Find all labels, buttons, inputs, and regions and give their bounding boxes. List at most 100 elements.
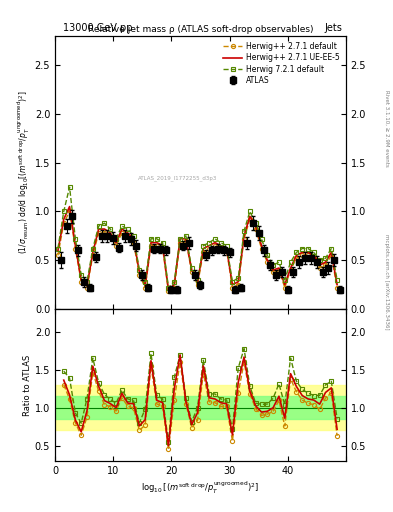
Herwig++ 2.7.1 default xyxy=(201,249,206,255)
Herwig 7.2.1 default xyxy=(201,243,206,249)
Line: Herwig++ 2.7.1 default: Herwig++ 2.7.1 default xyxy=(56,209,339,293)
Herwig++ 2.7.1 default xyxy=(317,265,322,271)
Herwig++ 2.7.1 UE-EE-5 xyxy=(329,249,334,255)
Herwig++ 2.7.1 UE-EE-5 xyxy=(131,236,136,242)
Herwig++ 2.7.1 UE-EE-5 xyxy=(213,240,217,246)
Herwig++ 2.7.1 UE-EE-5 xyxy=(189,267,194,273)
Herwig++ 2.7.1 default xyxy=(184,238,188,244)
Herwig 7.2.1 default xyxy=(90,245,95,251)
Herwig++ 2.7.1 UE-EE-5 xyxy=(108,230,113,236)
Herwig++ 2.7.1 UE-EE-5 xyxy=(61,216,66,222)
Herwig++ 2.7.1 default xyxy=(253,226,258,232)
Text: mcplots.cern.ch [arXiv:1306.3436]: mcplots.cern.ch [arXiv:1306.3436] xyxy=(384,234,389,329)
Herwig++ 2.7.1 UE-EE-5 xyxy=(265,257,270,263)
Herwig++ 2.7.1 default xyxy=(67,208,72,215)
Herwig++ 2.7.1 UE-EE-5 xyxy=(102,226,107,232)
Herwig++ 2.7.1 default xyxy=(114,243,118,249)
Herwig 7.2.1 default xyxy=(288,259,293,265)
Herwig 7.2.1 default xyxy=(277,259,281,265)
Herwig++ 2.7.1 default xyxy=(166,288,171,294)
Herwig++ 2.7.1 UE-EE-5 xyxy=(317,262,322,268)
Herwig++ 2.7.1 default xyxy=(265,259,270,265)
Herwig++ 2.7.1 UE-EE-5 xyxy=(172,282,176,288)
Y-axis label: $(1/\sigma_\mathrm{resum})$ d$\sigma$/d log$_{10}$[$(m^\mathrm{soft\ drop}/p_T^\: $(1/\sigma_\mathrm{resum})$ d$\sigma$/d … xyxy=(16,91,32,254)
Herwig++ 2.7.1 UE-EE-5 xyxy=(114,240,118,246)
Line: Herwig 7.2.1 default: Herwig 7.2.1 default xyxy=(56,185,339,290)
Herwig 7.2.1 default xyxy=(154,236,159,242)
Herwig++ 2.7.1 UE-EE-5 xyxy=(294,252,299,259)
Herwig++ 2.7.1 default xyxy=(96,230,101,236)
Herwig++ 2.7.1 UE-EE-5 xyxy=(259,243,264,249)
Herwig++ 2.7.1 default xyxy=(178,240,182,246)
Herwig 7.2.1 default xyxy=(283,276,287,283)
Herwig++ 2.7.1 default xyxy=(143,285,147,291)
Herwig++ 2.7.1 UE-EE-5 xyxy=(137,269,142,275)
Herwig++ 2.7.1 default xyxy=(271,269,275,275)
Herwig++ 2.7.1 default xyxy=(259,245,264,251)
Herwig 7.2.1 default xyxy=(236,275,241,281)
Herwig 7.2.1 default xyxy=(335,276,340,283)
Herwig 7.2.1 default xyxy=(271,262,275,268)
Herwig++ 2.7.1 default xyxy=(79,279,84,285)
Title: Relative jet mass ρ (ATLAS soft-drop observables): Relative jet mass ρ (ATLAS soft-drop obs… xyxy=(88,25,313,34)
Herwig++ 2.7.1 default xyxy=(306,252,310,259)
Text: 13000 GeV pp: 13000 GeV pp xyxy=(63,23,132,33)
Herwig++ 2.7.1 UE-EE-5 xyxy=(55,247,60,253)
Text: ATLAS_2019_I1772255_d3p3: ATLAS_2019_I1772255_d3p3 xyxy=(138,175,217,181)
Herwig 7.2.1 default xyxy=(189,265,194,271)
Herwig 7.2.1 default xyxy=(207,240,211,246)
Herwig 7.2.1 default xyxy=(317,257,322,263)
Herwig++ 2.7.1 default xyxy=(224,247,229,253)
Herwig++ 2.7.1 UE-EE-5 xyxy=(207,243,211,249)
Herwig 7.2.1 default xyxy=(323,255,328,261)
Herwig++ 2.7.1 UE-EE-5 xyxy=(253,223,258,229)
Herwig 7.2.1 default xyxy=(230,279,235,285)
Herwig 7.2.1 default xyxy=(61,208,66,215)
Text: Rivet 3.1.10, ≥ 2.9M events: Rivet 3.1.10, ≥ 2.9M events xyxy=(384,90,389,166)
Herwig 7.2.1 default xyxy=(219,240,223,246)
Herwig 7.2.1 default xyxy=(96,223,101,229)
Herwig++ 2.7.1 UE-EE-5 xyxy=(178,236,182,242)
Herwig 7.2.1 default xyxy=(224,243,229,249)
Herwig++ 2.7.1 UE-EE-5 xyxy=(300,249,305,255)
Herwig 7.2.1 default xyxy=(166,285,171,291)
Herwig 7.2.1 default xyxy=(178,236,182,242)
Herwig++ 2.7.1 default xyxy=(160,245,165,251)
Herwig++ 2.7.1 UE-EE-5 xyxy=(236,279,241,285)
Herwig 7.2.1 default xyxy=(79,272,84,278)
Herwig 7.2.1 default xyxy=(125,226,130,232)
Herwig 7.2.1 default xyxy=(300,245,305,251)
Herwig++ 2.7.1 default xyxy=(242,236,246,242)
Herwig 7.2.1 default xyxy=(294,249,299,255)
Herwig++ 2.7.1 UE-EE-5 xyxy=(201,245,206,251)
Text: Jets: Jets xyxy=(324,23,342,33)
Herwig++ 2.7.1 UE-EE-5 xyxy=(312,252,316,259)
Herwig 7.2.1 default xyxy=(184,233,188,239)
Herwig++ 2.7.1 default xyxy=(154,243,159,249)
Herwig++ 2.7.1 UE-EE-5 xyxy=(160,243,165,249)
Line: Herwig++ 2.7.1 UE-EE-5: Herwig++ 2.7.1 UE-EE-5 xyxy=(58,206,337,289)
Herwig++ 2.7.1 default xyxy=(300,252,305,259)
Herwig 7.2.1 default xyxy=(137,267,142,273)
Herwig 7.2.1 default xyxy=(102,220,107,226)
Herwig 7.2.1 default xyxy=(242,228,246,234)
Herwig 7.2.1 default xyxy=(312,249,316,255)
Herwig++ 2.7.1 UE-EE-5 xyxy=(67,203,72,209)
Herwig++ 2.7.1 default xyxy=(283,285,287,291)
Herwig++ 2.7.1 default xyxy=(189,269,194,275)
Herwig 7.2.1 default xyxy=(84,279,89,285)
Herwig 7.2.1 default xyxy=(213,236,217,242)
Herwig 7.2.1 default xyxy=(73,236,78,242)
Herwig 7.2.1 default xyxy=(55,245,60,251)
Herwig++ 2.7.1 UE-EE-5 xyxy=(143,283,147,289)
Herwig++ 2.7.1 UE-EE-5 xyxy=(125,230,130,236)
Herwig 7.2.1 default xyxy=(143,279,147,285)
Herwig++ 2.7.1 default xyxy=(219,245,223,251)
Herwig++ 2.7.1 UE-EE-5 xyxy=(224,245,229,251)
Herwig++ 2.7.1 UE-EE-5 xyxy=(149,240,153,246)
Herwig 7.2.1 default xyxy=(172,279,176,285)
Herwig++ 2.7.1 default xyxy=(131,240,136,246)
Herwig 7.2.1 default xyxy=(67,184,72,190)
Herwig 7.2.1 default xyxy=(149,236,153,242)
Herwig 7.2.1 default xyxy=(131,233,136,239)
